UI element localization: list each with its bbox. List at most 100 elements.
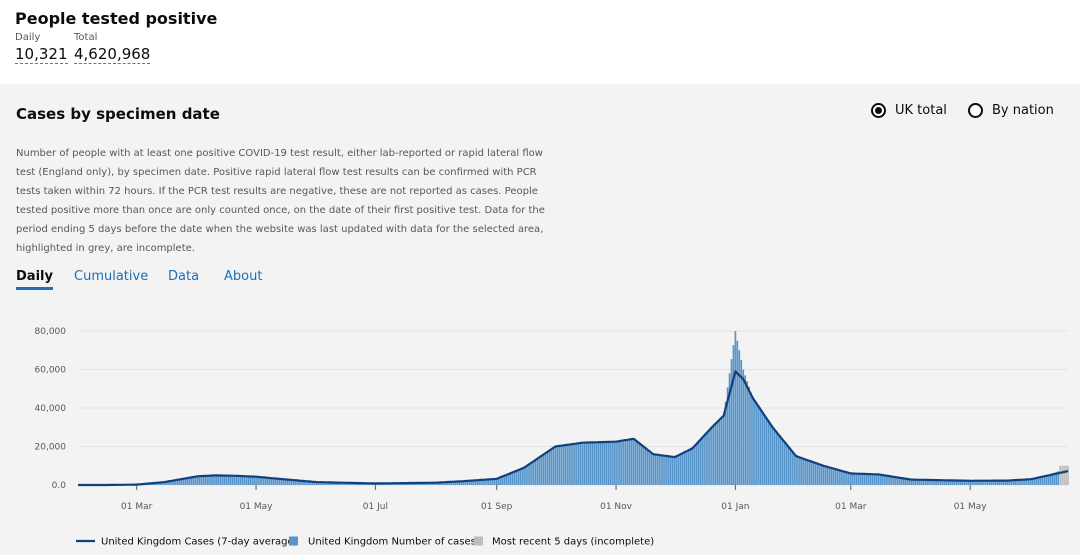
bar (630, 439, 633, 485)
bar (192, 477, 195, 485)
tab-cumulative[interactable]: Cumulative (74, 269, 149, 284)
bar (848, 472, 850, 485)
bar (626, 439, 629, 485)
bar (515, 470, 518, 485)
bar (497, 478, 500, 485)
bar (642, 446, 645, 485)
bar (194, 476, 197, 485)
bar (640, 444, 643, 485)
bar (509, 473, 512, 485)
bar (309, 481, 312, 485)
bar (579, 442, 582, 485)
bar (270, 478, 273, 485)
bar (1043, 476, 1046, 485)
bar (697, 442, 700, 485)
bar (341, 482, 343, 485)
bar (814, 463, 817, 485)
bar (456, 481, 459, 485)
x-tick-label: 01 Jul (363, 502, 388, 512)
tab-data[interactable]: Data (168, 269, 200, 284)
bar (288, 479, 291, 485)
total-value[interactable]: 4,620,968 (74, 45, 151, 64)
bar (576, 443, 578, 485)
bar (216, 475, 218, 485)
bar (738, 350, 741, 485)
radio-by-nation[interactable]: By nation (968, 103, 1054, 118)
bar (198, 476, 201, 485)
bar (752, 398, 754, 485)
bar (740, 359, 743, 485)
bar (174, 480, 177, 485)
bar (245, 476, 248, 485)
radio-uk-total[interactable]: UK total (871, 103, 947, 118)
bar (861, 473, 864, 485)
bar (623, 440, 625, 485)
bar (744, 375, 747, 485)
bar (767, 421, 770, 485)
bar (981, 480, 983, 485)
bar (337, 482, 340, 485)
bar (896, 477, 899, 485)
bar (1002, 480, 1005, 485)
bar (732, 345, 735, 485)
bar (636, 441, 639, 485)
bar (247, 476, 250, 485)
bar (628, 439, 631, 485)
bar (951, 480, 954, 485)
card-title: Cases by specimen date (16, 105, 220, 123)
bar (705, 433, 707, 485)
bar (327, 482, 330, 485)
bar (157, 482, 160, 485)
tab-daily[interactable]: Daily (16, 269, 53, 290)
bar (879, 474, 882, 485)
bar (329, 482, 332, 485)
radio-nation-label: By nation (992, 103, 1054, 118)
bar (889, 476, 891, 485)
bar (781, 439, 784, 485)
bar (298, 480, 300, 485)
bar (754, 401, 756, 485)
bar (906, 478, 909, 485)
bar (977, 480, 979, 485)
bar (478, 480, 480, 485)
bar (660, 455, 662, 485)
radio-selected-icon (871, 103, 886, 118)
bar (840, 470, 842, 485)
daily-value[interactable]: 10,321 (15, 45, 68, 64)
bar (947, 480, 950, 485)
bar (431, 482, 433, 485)
bar (971, 480, 973, 485)
bar (538, 457, 541, 485)
bar (208, 475, 210, 485)
bar (572, 444, 574, 485)
bar (934, 480, 936, 485)
bar (671, 456, 674, 485)
bar (988, 480, 991, 485)
bar (924, 479, 927, 485)
bar (470, 480, 473, 485)
tab-about[interactable]: About (224, 269, 263, 284)
bar-incomplete (1063, 465, 1065, 485)
bar (554, 446, 557, 485)
bar (587, 442, 590, 485)
bar (464, 481, 467, 485)
x-tick-label: 01 Jan (721, 502, 749, 512)
bar (274, 478, 277, 485)
bar (877, 474, 880, 485)
bar (963, 480, 966, 485)
bar (984, 480, 987, 485)
bar (783, 441, 786, 485)
bar (255, 476, 257, 485)
bar (225, 475, 228, 485)
bar (493, 478, 496, 485)
bar (533, 461, 535, 485)
bar (824, 466, 827, 485)
bar (188, 477, 191, 485)
bar (433, 482, 435, 485)
bar (714, 423, 717, 485)
bar (777, 434, 780, 485)
bar (564, 445, 567, 485)
bar (898, 477, 901, 485)
bar (650, 452, 653, 485)
bar (558, 445, 561, 485)
